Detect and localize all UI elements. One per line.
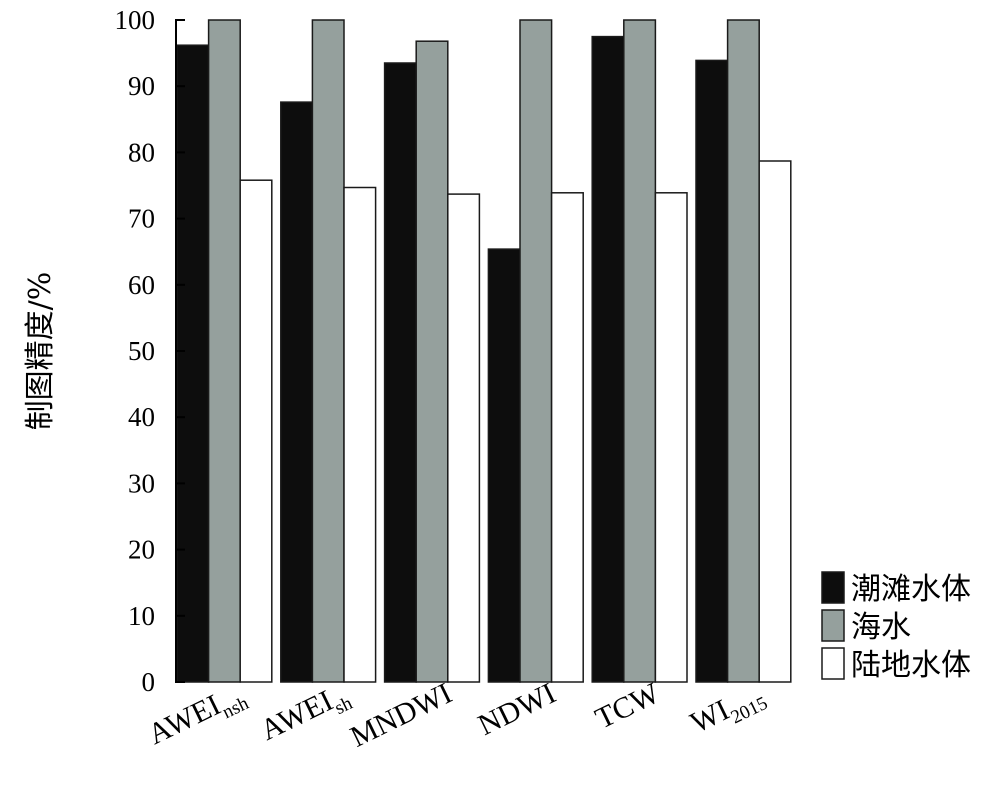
x-tick-label-2: AWEIsh [255,676,356,752]
bar-2-4 [519,19,553,683]
bars-layer [176,19,792,683]
bar-1-4 [487,248,521,683]
bar-2-6 [726,19,760,683]
legend-swatch-1 [821,571,845,604]
bar-3-5 [654,192,688,683]
bar-3-3 [447,193,481,683]
x-tick-label-4: NDWI [473,677,561,742]
legend-label-3: 陆地水体 [851,648,971,683]
y-tick-label-2: 20 [128,535,155,565]
bar-2-3 [415,40,449,683]
legend-swatch-3 [821,647,845,680]
bar-1-6 [695,59,729,683]
y-tick-label-4: 40 [128,402,155,432]
x-tick-label-5: TCW [590,676,665,735]
y-tick-label-1: 10 [128,601,155,631]
x-tick-label-3: MNDWI [345,677,457,754]
bar-2-1 [207,19,241,683]
y-tick-label-8: 80 [128,137,155,167]
y-tick-label-10: 100 [115,5,156,35]
bar-3-1 [239,179,273,683]
y-tick-label-0: 0 [142,667,156,697]
y-tick-label-6: 60 [128,270,155,300]
y-tick-label-7: 70 [128,204,155,234]
y-axis: 0 10 20 30 40 50 60 70 80 90 100 [115,5,185,697]
bar-1-1 [176,44,210,683]
legend-label-1: 潮滩水体 [851,572,971,607]
bar-1-2 [280,101,314,683]
y-tick-label-3: 30 [128,468,155,498]
y-axis-label: 制图精度/% [23,272,58,431]
x-tick-label-6: WI2015 [685,677,771,746]
bar-1-5 [591,35,625,683]
bar-3-4 [550,192,584,683]
bar-3-6 [758,160,792,683]
bar-3-2 [343,186,377,683]
bar-2-5 [623,19,657,683]
y-tick-label-5: 50 [128,336,155,366]
legend-swatch-2 [821,609,845,642]
bar-1-3 [383,62,417,683]
bar-2-2 [311,19,345,683]
legend-label-2: 海水 [851,610,911,645]
y-tick-label-9: 90 [128,71,155,101]
x-tick-label-1: AWEInsh [143,676,252,756]
